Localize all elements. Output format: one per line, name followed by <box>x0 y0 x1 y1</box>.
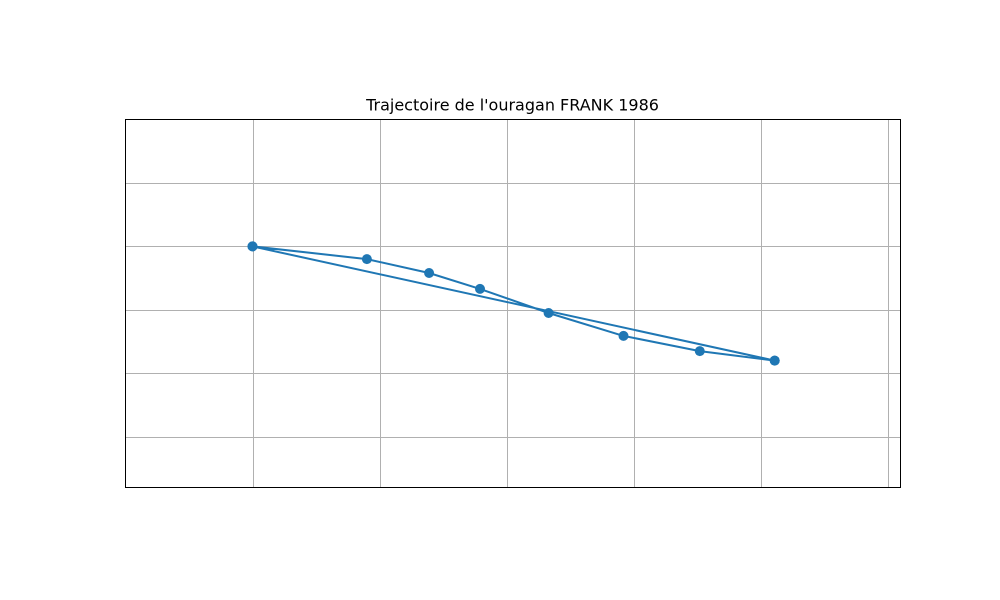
track-point <box>543 308 554 318</box>
chart-title: Trajectoire de l'ouragan FRANK 1986 <box>365 96 659 115</box>
track-line <box>251 245 776 362</box>
series-layer <box>247 241 780 366</box>
track-point <box>361 254 372 265</box>
track-point <box>424 268 435 278</box>
track-point <box>769 355 780 366</box>
plot-frame <box>125 119 901 488</box>
track-point <box>618 330 629 341</box>
track-point <box>694 346 705 357</box>
grid <box>125 119 901 488</box>
track-point <box>475 283 485 294</box>
track-point <box>247 241 258 252</box>
